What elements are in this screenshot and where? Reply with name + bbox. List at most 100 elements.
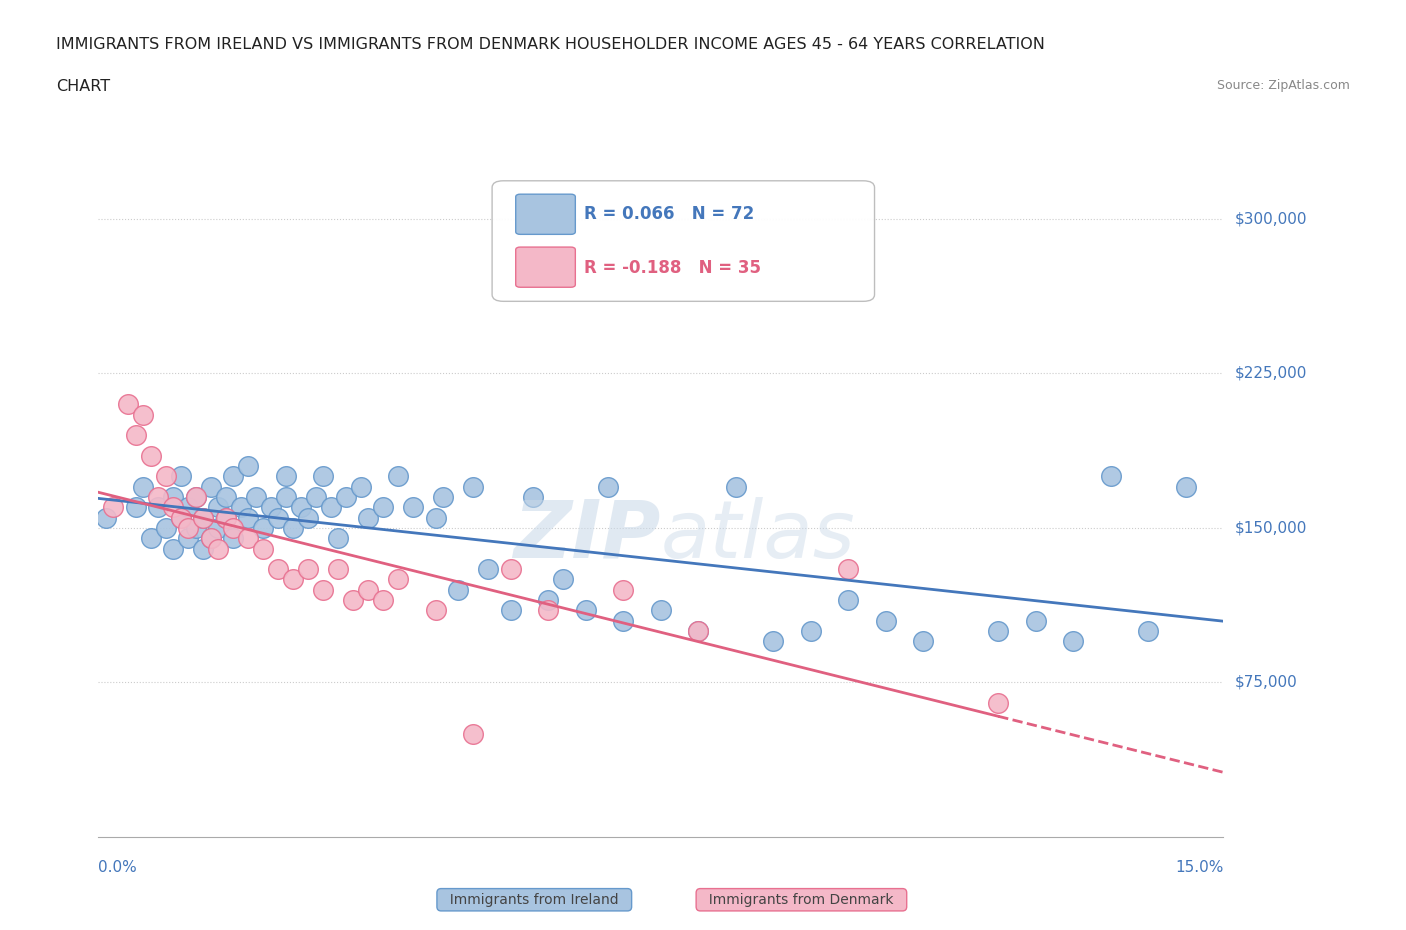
- Point: [177, 500, 200, 515]
- Point: [688, 623, 710, 638]
- Text: 0.0%: 0.0%: [98, 860, 138, 875]
- Point: [193, 511, 215, 525]
- Point: [1137, 623, 1160, 638]
- Point: [612, 613, 634, 628]
- Point: [912, 634, 935, 649]
- Point: [193, 511, 215, 525]
- Text: R = 0.066   N = 72: R = 0.066 N = 72: [585, 206, 755, 223]
- Point: [357, 582, 380, 597]
- Point: [155, 469, 177, 484]
- Point: [463, 479, 485, 494]
- Point: [260, 500, 283, 515]
- Text: $300,000: $300,000: [1234, 211, 1306, 226]
- Point: [267, 562, 290, 577]
- Point: [148, 489, 170, 504]
- Point: [222, 531, 245, 546]
- Point: [162, 489, 184, 504]
- Point: [274, 489, 297, 504]
- Point: [170, 511, 193, 525]
- Point: [1025, 613, 1047, 628]
- Point: [148, 500, 170, 515]
- Point: [215, 511, 238, 525]
- Point: [1099, 469, 1122, 484]
- Text: CHART: CHART: [56, 79, 110, 94]
- Point: [252, 541, 274, 556]
- Point: [387, 572, 409, 587]
- Point: [274, 469, 297, 484]
- Point: [207, 521, 229, 536]
- Point: [238, 531, 260, 546]
- Point: [537, 592, 560, 607]
- Point: [290, 500, 312, 515]
- Point: [598, 479, 620, 494]
- Point: [245, 489, 267, 504]
- Point: [184, 489, 207, 504]
- Text: Immigrants from Ireland: Immigrants from Ireland: [441, 893, 627, 907]
- FancyBboxPatch shape: [516, 247, 575, 287]
- Point: [312, 469, 335, 484]
- Point: [267, 511, 290, 525]
- Point: [335, 489, 357, 504]
- Point: [425, 511, 447, 525]
- Point: [612, 582, 634, 597]
- Point: [162, 500, 184, 515]
- Point: [283, 572, 305, 587]
- Point: [170, 511, 193, 525]
- Text: $225,000: $225,000: [1234, 365, 1306, 381]
- Point: [837, 562, 859, 577]
- Text: Source: ZipAtlas.com: Source: ZipAtlas.com: [1216, 79, 1350, 92]
- Point: [215, 489, 238, 504]
- Point: [522, 489, 544, 504]
- Point: [373, 592, 395, 607]
- Point: [193, 541, 215, 556]
- Text: ZIP: ZIP: [513, 497, 661, 575]
- Point: [229, 500, 252, 515]
- Point: [125, 500, 148, 515]
- Point: [1174, 479, 1197, 494]
- Point: [425, 603, 447, 618]
- Point: [1062, 634, 1084, 649]
- Point: [319, 500, 342, 515]
- Point: [177, 531, 200, 546]
- Point: [155, 521, 177, 536]
- Point: [207, 541, 229, 556]
- Point: [117, 397, 139, 412]
- Point: [350, 479, 373, 494]
- Point: [724, 479, 747, 494]
- Point: [207, 500, 229, 515]
- Point: [170, 469, 193, 484]
- Point: [499, 562, 522, 577]
- Point: [200, 531, 222, 546]
- FancyBboxPatch shape: [492, 180, 875, 301]
- Point: [200, 479, 222, 494]
- Point: [125, 428, 148, 443]
- Text: Immigrants from Denmark: Immigrants from Denmark: [700, 893, 903, 907]
- Point: [222, 521, 245, 536]
- Point: [762, 634, 785, 649]
- Point: [139, 531, 162, 546]
- Point: [537, 603, 560, 618]
- Point: [432, 489, 454, 504]
- Point: [987, 696, 1010, 711]
- Point: [200, 531, 222, 546]
- Point: [139, 448, 162, 463]
- Point: [184, 521, 207, 536]
- Point: [222, 469, 245, 484]
- Text: $75,000: $75,000: [1234, 675, 1298, 690]
- Text: 15.0%: 15.0%: [1175, 860, 1223, 875]
- Point: [177, 521, 200, 536]
- Point: [463, 726, 485, 741]
- Point: [575, 603, 598, 618]
- Point: [94, 511, 117, 525]
- Point: [162, 541, 184, 556]
- Point: [688, 623, 710, 638]
- Point: [402, 500, 425, 515]
- Point: [184, 489, 207, 504]
- Point: [800, 623, 823, 638]
- Text: IMMIGRANTS FROM IRELAND VS IMMIGRANTS FROM DENMARK HOUSEHOLDER INCOME AGES 45 - : IMMIGRANTS FROM IRELAND VS IMMIGRANTS FR…: [56, 37, 1045, 52]
- Point: [342, 592, 364, 607]
- Point: [328, 562, 350, 577]
- Point: [312, 582, 335, 597]
- Point: [477, 562, 499, 577]
- Text: atlas: atlas: [661, 497, 856, 575]
